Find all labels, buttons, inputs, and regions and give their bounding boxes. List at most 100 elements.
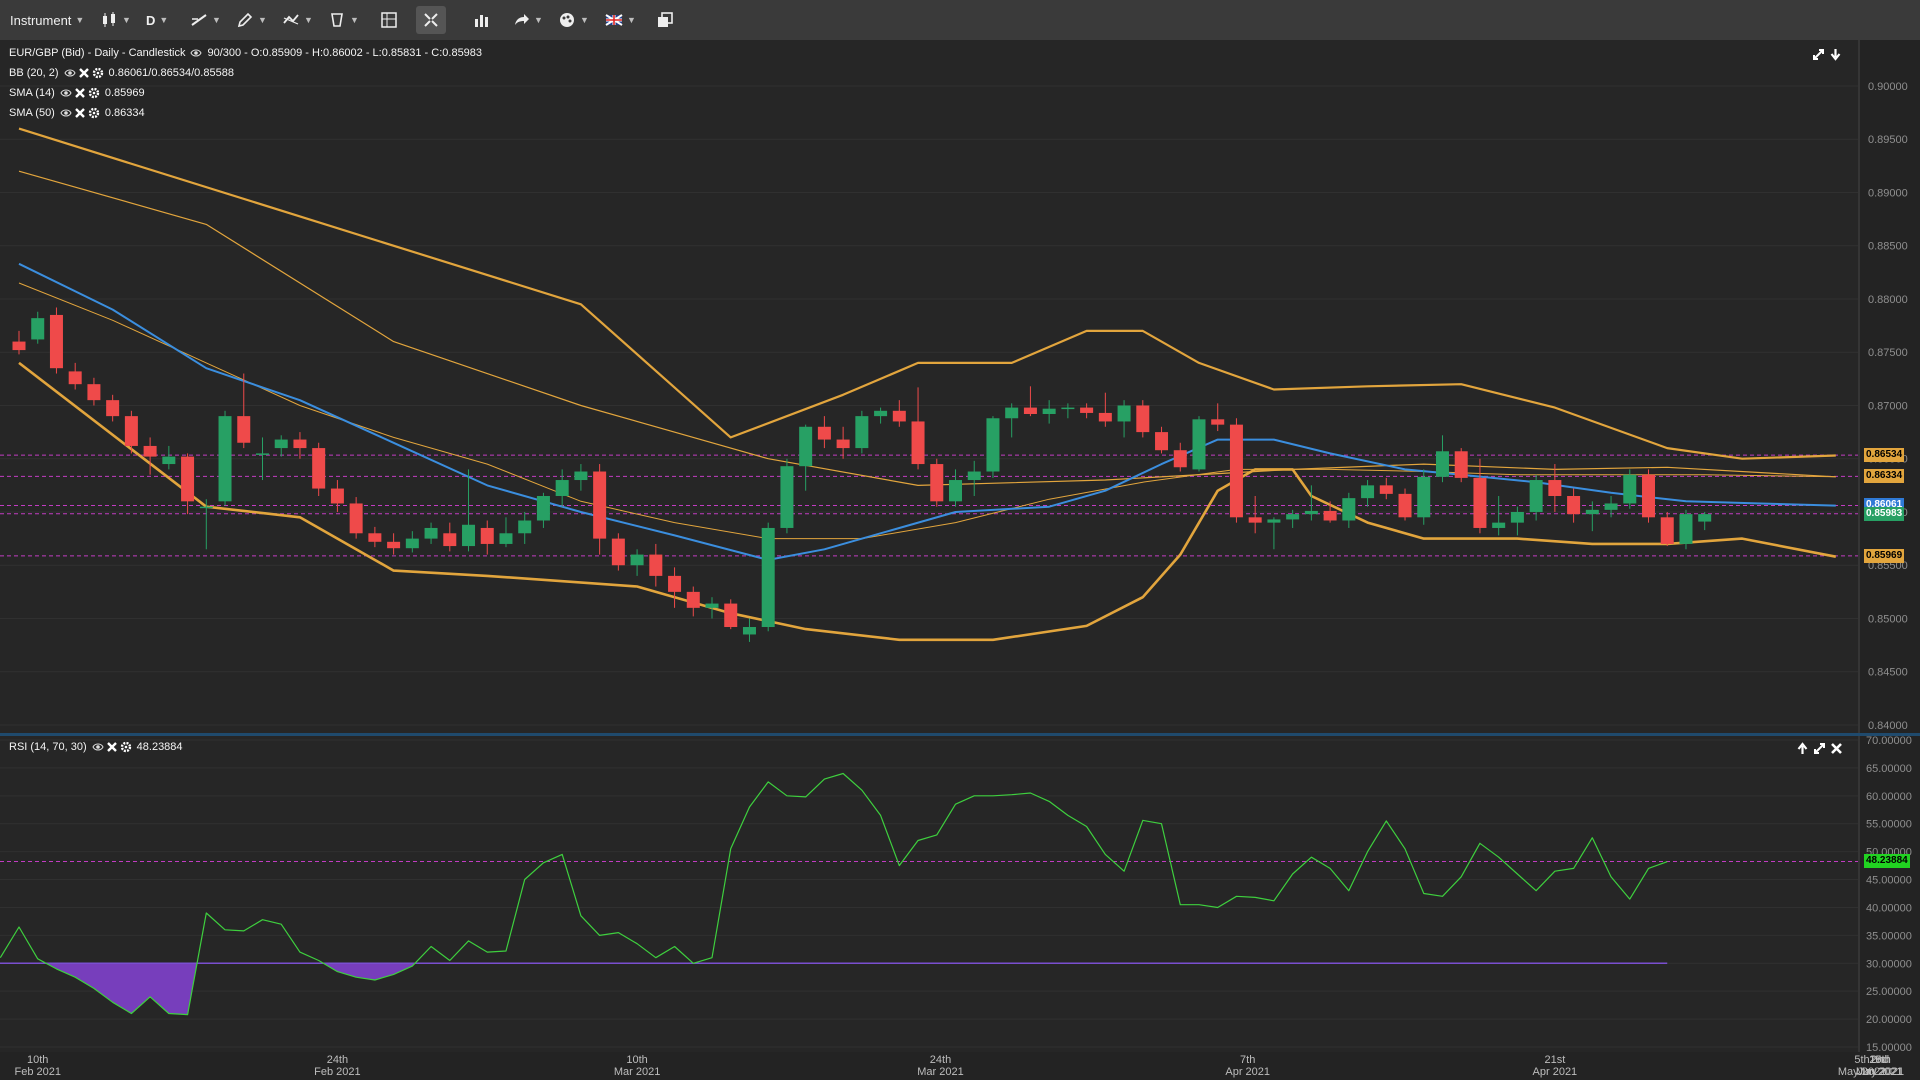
candle-body-up bbox=[761, 527, 775, 628]
gear-icon[interactable] bbox=[92, 67, 104, 79]
candle-body-down bbox=[1023, 407, 1037, 414]
layout-button[interactable] bbox=[380, 6, 398, 34]
candle-body-down bbox=[181, 456, 195, 502]
candle-body-down bbox=[49, 314, 63, 369]
y-tick-label: 0.87000 bbox=[1868, 400, 1908, 412]
chevron-down-icon: ▼ bbox=[304, 15, 313, 25]
candle-body-up bbox=[1117, 405, 1131, 422]
y-tick-label: 0.85500 bbox=[1868, 560, 1908, 572]
close-icon[interactable] bbox=[74, 87, 86, 99]
candle-body-down bbox=[1567, 496, 1581, 515]
arrow-up-icon[interactable] bbox=[1796, 742, 1809, 755]
candle-body-down bbox=[593, 471, 607, 539]
gear-icon[interactable] bbox=[120, 741, 132, 753]
y-axis-background bbox=[1860, 40, 1920, 733]
eye-icon[interactable] bbox=[190, 47, 203, 59]
line-tool-dropdown[interactable]: ▼ bbox=[190, 6, 221, 34]
popout-button[interactable] bbox=[656, 6, 674, 34]
sma14-value: 0.85969 bbox=[104, 87, 145, 99]
theme-dropdown[interactable]: ▼ bbox=[558, 6, 589, 34]
x-axis-day: 24th bbox=[929, 1054, 952, 1066]
candle-body-down bbox=[686, 591, 700, 608]
candle-body-down bbox=[892, 410, 906, 422]
plot-background bbox=[0, 40, 1860, 733]
candle-body-up bbox=[1679, 514, 1693, 544]
pane-divider[interactable] bbox=[0, 733, 1920, 736]
price-chart[interactable]: 0.90000 0.89500 0.89000 0.88500 0.88000 0.875… bbox=[0, 40, 1920, 733]
language-dropdown[interactable]: ▼ bbox=[605, 6, 636, 34]
rsi-chart[interactable]: 70.0000065.0000060.0000055.0000050.00000… bbox=[0, 736, 1920, 1052]
draw-tool-dropdown[interactable]: ▼ bbox=[236, 6, 267, 34]
main-chart-controls bbox=[1812, 48, 1842, 61]
candle-body-up bbox=[949, 480, 962, 502]
fullscreen-icon bbox=[422, 11, 440, 29]
candle-body-up bbox=[199, 506, 213, 509]
candle-body-up bbox=[1267, 519, 1281, 523]
candle-body-up bbox=[1061, 407, 1075, 410]
instrument-dropdown[interactable]: Instrument ▼ bbox=[10, 6, 84, 34]
timeframe-dropdown[interactable]: D ▼ bbox=[146, 6, 168, 34]
y-tick-label: 0.89000 bbox=[1868, 187, 1908, 199]
x-axis-month: May 2021 bbox=[1855, 1066, 1905, 1078]
x-axis-month: Jun 2021 bbox=[1857, 1066, 1903, 1078]
sma14-name: SMA (14) bbox=[9, 87, 55, 99]
eye-icon[interactable] bbox=[60, 87, 72, 99]
x-axis-month: Mar 2021 bbox=[917, 1066, 964, 1078]
y-tick-label: 0.85000 bbox=[1868, 613, 1908, 625]
x-axis-label: 24th Mar 2021 bbox=[917, 1054, 963, 1078]
candle-body-up bbox=[780, 466, 794, 528]
close-icon[interactable] bbox=[78, 67, 90, 79]
candle-body-up bbox=[1585, 509, 1599, 515]
gear-icon[interactable] bbox=[88, 87, 100, 99]
close-icon[interactable] bbox=[1830, 742, 1843, 755]
x-axis-label: 5th May 2021 bbox=[1838, 1054, 1886, 1078]
candle-body-down bbox=[649, 554, 663, 576]
indicator-dropdown[interactable]: ▼ bbox=[282, 6, 313, 34]
x-axis-label: 19th May 2021 bbox=[1856, 1054, 1904, 1078]
candle-body-up bbox=[555, 480, 569, 497]
x-axis-day: 24th bbox=[326, 1054, 349, 1066]
rsi-y-tick-label: 60.00000 bbox=[1866, 791, 1912, 803]
popout-icon bbox=[656, 11, 674, 29]
chevron-down-icon: ▼ bbox=[627, 15, 636, 25]
candle-body-down bbox=[611, 538, 625, 566]
candle-body-down bbox=[1323, 510, 1337, 521]
share-dropdown[interactable]: ▼ bbox=[512, 6, 543, 34]
candle-body-up bbox=[536, 496, 550, 521]
close-icon[interactable] bbox=[106, 741, 118, 753]
chevron-down-icon: ▼ bbox=[580, 15, 589, 25]
eye-icon[interactable] bbox=[63, 67, 76, 79]
x-axis-month: Feb 2021 bbox=[314, 1066, 361, 1078]
x-axis-label: 10th Mar 2021 bbox=[614, 1054, 660, 1078]
candle-body-down bbox=[12, 341, 26, 351]
chevron-down-icon: ▼ bbox=[212, 15, 221, 25]
eye-icon[interactable] bbox=[60, 107, 72, 119]
candle-body-down bbox=[124, 416, 138, 446]
candle-body-up bbox=[162, 456, 176, 465]
candle-body-down bbox=[1155, 432, 1169, 451]
expand-icon[interactable] bbox=[1812, 48, 1825, 61]
arrow-down-icon[interactable] bbox=[1829, 48, 1842, 61]
shapes-dropdown[interactable]: ▼ bbox=[328, 6, 359, 34]
eye-icon[interactable] bbox=[92, 741, 104, 753]
x-axis-day: 10th bbox=[27, 1054, 49, 1066]
fullscreen-button[interactable] bbox=[416, 6, 446, 34]
close-icon[interactable] bbox=[74, 107, 86, 119]
candle-body-up bbox=[462, 524, 476, 547]
candle-body-down bbox=[312, 448, 326, 489]
bb-legend-row: BB (20, 2) 0.86061/0.86534/0.85588 bbox=[9, 67, 234, 79]
chevron-down-icon: ▼ bbox=[350, 15, 359, 25]
x-axis-month: Mar 2021 bbox=[613, 1066, 661, 1078]
sma14-legend-row: SMA (14) 0.85969 bbox=[9, 87, 145, 99]
share-icon bbox=[512, 11, 530, 29]
sma50-line bbox=[18, 282, 1836, 540]
gear-icon[interactable] bbox=[88, 107, 100, 119]
price-tag: 0.86334 bbox=[1864, 469, 1905, 484]
expand-icon[interactable] bbox=[1813, 742, 1826, 755]
bb-value: 0.86061/0.86534/0.85588 bbox=[108, 67, 234, 79]
y-tick-label: 0.90000 bbox=[1868, 81, 1908, 93]
volume-button[interactable] bbox=[472, 6, 490, 34]
candle-body-up bbox=[255, 453, 269, 455]
chart-type-dropdown[interactable]: ▼ bbox=[100, 6, 131, 34]
rsi-y-tick-label: 30.00000 bbox=[1866, 958, 1912, 970]
